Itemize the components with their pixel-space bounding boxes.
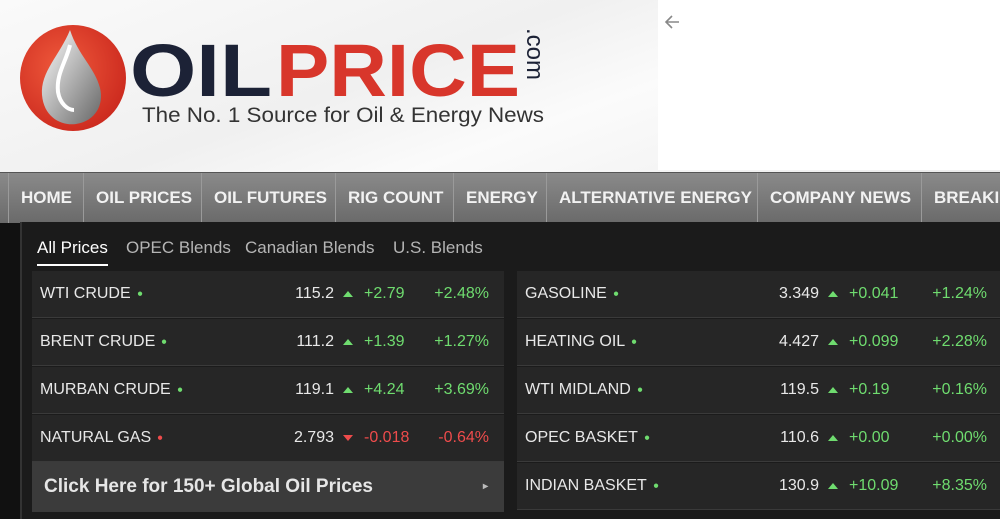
change: +2.79: [364, 285, 405, 302]
commodity-name: WTI MIDLAND: [525, 381, 631, 398]
nav-spacer: [0, 173, 8, 223]
nav-item[interactable]: ENERGY: [453, 173, 546, 223]
trend-arrow: [828, 387, 838, 393]
commodity-name: BRENT CRUDE: [40, 333, 156, 350]
price-panel: All Prices OPEC Blends Canadian Blends U.S.…: [20, 222, 1000, 519]
change: +0.00: [849, 429, 890, 446]
nav-bar: HOME OIL PRICES OIL FUTURES RIG COUNT ENERGY…: [0, 172, 1000, 223]
change: +0.041: [849, 285, 899, 302]
percent-change: +1.27%: [434, 333, 489, 350]
price: 111.2: [296, 333, 334, 350]
commodity-name: INDIAN BASKET: [525, 477, 647, 494]
change: +1.39: [364, 333, 405, 350]
logo-drop-highlight: [55, 44, 75, 112]
price-row[interactable]: WTI MIDLAND ● 119.5 +0.19 +0.16%: [517, 367, 1000, 414]
commodity-name: GASOLINE: [525, 285, 607, 302]
trend-dot: ●: [161, 336, 168, 348]
tab[interactable]: OPEC Blends: [126, 238, 231, 257]
nav-item[interactable]: OIL FUTURES: [201, 173, 335, 223]
logo-price: PRICE: [276, 29, 520, 112]
commodity-name: WTI CRUDE: [40, 285, 131, 302]
trend-dot: ●: [137, 288, 144, 300]
logo-com: .com: [521, 28, 548, 80]
percent-change: +2.28%: [932, 333, 987, 350]
tagline: The No. 1 Source for Oil & Energy News: [142, 104, 544, 127]
header: OIL PRICE .com The No. 1 Source for Oil …: [0, 0, 1000, 172]
back-arrow[interactable]: [663, 12, 683, 32]
change: +10.09: [849, 477, 899, 494]
trend-dot: ●: [177, 384, 184, 396]
nav-item[interactable]: COMPANY NEWS: [757, 173, 921, 223]
tab[interactable]: Canadian Blends: [245, 238, 375, 257]
trend-dot: ●: [613, 288, 620, 300]
trend-dot: ●: [653, 480, 660, 492]
change: +0.099: [849, 333, 899, 350]
trend-arrow: [828, 339, 838, 345]
price: 4.427: [778, 333, 819, 350]
price-row[interactable]: HEATING OIL ● 4.427 +0.099 +2.28%: [517, 319, 1000, 366]
trend-arrow: [828, 483, 838, 489]
trend-arrow: [343, 435, 353, 441]
global-prices-button[interactable]: Click Here for 150+ Global Oil Prices ▸: [32, 462, 504, 512]
price-row[interactable]: OPEC BASKET ● 110.6 +0.00 +0.00%: [517, 415, 1000, 462]
percent-change: +0.16%: [932, 381, 987, 398]
trend-dot: ●: [631, 336, 638, 348]
price-row[interactable]: NATURAL GAS ● 2.793 -0.018 -0.64%: [32, 415, 504, 462]
price: 2.793: [293, 429, 334, 446]
change: +4.24: [364, 381, 405, 398]
ad-area: [658, 0, 1000, 170]
nav-item[interactable]: RIG COUNT: [335, 173, 453, 223]
nav-item[interactable]: OIL PRICES: [83, 173, 201, 223]
percent-change: +0.00%: [932, 429, 987, 446]
logo-drop: [41, 30, 101, 125]
commodity-name: OPEC BASKET: [525, 429, 638, 446]
trend-dot: ●: [157, 432, 164, 444]
trend-arrow: [343, 339, 353, 345]
trend-dot: ●: [637, 384, 644, 396]
price: 3.349: [778, 285, 819, 302]
trend-arrow: [828, 291, 838, 297]
percent-change: +8.35%: [932, 477, 987, 494]
commodity-name: NATURAL GAS: [40, 429, 152, 446]
percent-change: +3.69%: [434, 381, 489, 398]
tab[interactable]: U.S. Blends: [393, 238, 483, 257]
trend-dot: ●: [644, 432, 651, 444]
price-row[interactable]: MURBAN CRUDE ● 119.1 +4.24 +3.69%: [32, 367, 504, 414]
price: 130.9: [778, 477, 819, 494]
percent-change: -0.64%: [438, 429, 489, 446]
percent-change: +2.48%: [434, 285, 489, 302]
logo-oil: OIL: [130, 29, 272, 112]
price: 119.1: [295, 381, 334, 398]
price: 115.2: [295, 285, 334, 302]
price: 110.6: [780, 429, 819, 446]
trend-arrow: [828, 435, 838, 441]
change: +0.19: [849, 381, 890, 398]
logo[interactable]: OIL PRICE .com The No. 1 Source for Oil …: [0, 0, 660, 172]
trend-arrow: [343, 291, 353, 297]
change: -0.018: [364, 429, 410, 446]
nav-item[interactable]: ALTERNATIVE ENERGY: [546, 173, 757, 223]
price-row[interactable]: GASOLINE ● 3.349 +0.041 +1.24%: [517, 271, 1000, 318]
commodity-name: HEATING OIL: [525, 333, 626, 350]
button-chevron: ▸: [482, 481, 488, 492]
trend-arrow: [343, 387, 353, 393]
nav-item[interactable]: BREAKI: [921, 173, 1000, 223]
price-row[interactable]: BRENT CRUDE ● 111.2 +1.39 +1.27%: [32, 319, 504, 366]
price-row[interactable]: WTI CRUDE ● 115.2 +2.79 +2.48%: [32, 271, 504, 318]
nav-item[interactable]: HOME: [8, 173, 83, 223]
percent-change: +1.24%: [932, 285, 987, 302]
price: 119.5: [780, 381, 819, 398]
tab[interactable]: All Prices: [37, 238, 108, 266]
price-row[interactable]: INDIAN BASKET ● 130.9 +10.09 +8.35%: [517, 463, 1000, 510]
commodity-name: MURBAN CRUDE: [40, 381, 171, 398]
